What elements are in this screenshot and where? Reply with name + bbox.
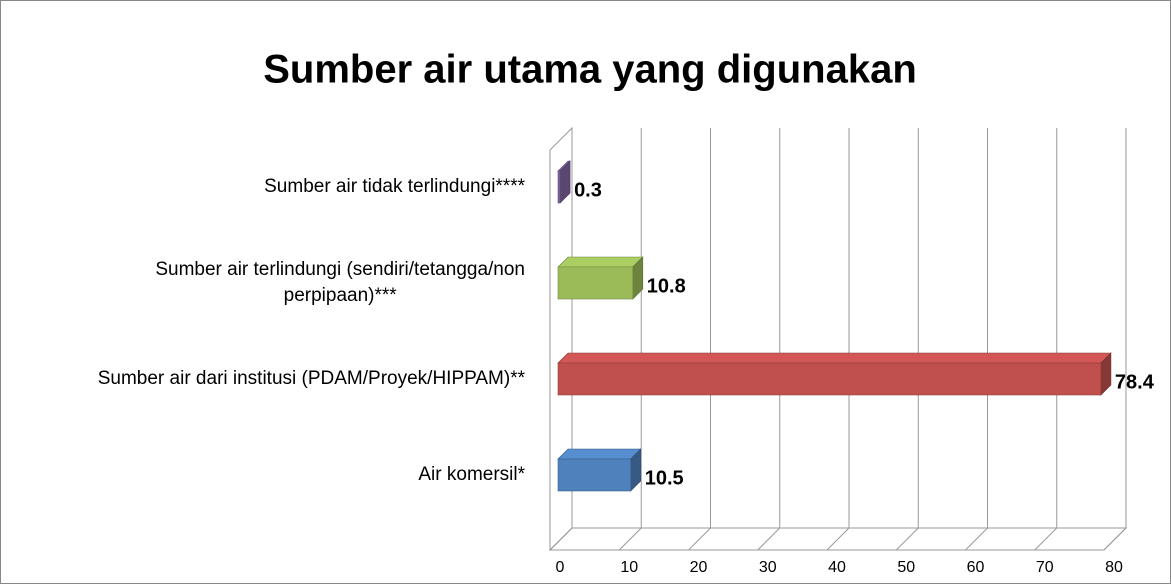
bar-top — [557, 256, 644, 268]
bar-front — [557, 170, 561, 204]
x-tick-label: 40 — [828, 559, 846, 576]
grid-line-floor — [895, 527, 919, 551]
x-tick-label: 60 — [967, 559, 985, 576]
bar-front — [557, 362, 1102, 396]
x-tick-label: 80 — [1105, 559, 1123, 576]
x-tick-label: 10 — [620, 559, 638, 576]
x-tick-label: 50 — [897, 559, 915, 576]
y-tick-label: Sumber air dari institusi (PDAM/Proyek/H… — [98, 368, 526, 389]
grid-line-floor — [1103, 527, 1127, 551]
bar-front — [557, 266, 634, 300]
bar-front — [557, 458, 632, 492]
grid-line-floor — [965, 527, 988, 551]
grid-line-floor — [1034, 527, 1058, 551]
grid-line-floor — [549, 527, 573, 551]
grid-line-floor — [826, 527, 850, 551]
x-tick-label: 70 — [1036, 559, 1054, 576]
bar — [557, 160, 571, 204]
value-label: 0.3 — [574, 179, 602, 201]
value-label: 10.8 — [647, 275, 686, 297]
grid-line-floor — [618, 527, 642, 551]
grid-line-floor — [688, 527, 711, 551]
grid-line-floor — [757, 527, 781, 551]
x-tick-label: 20 — [690, 559, 708, 576]
y-tick-label: Sumber air tidak terlindungi**** — [264, 176, 525, 197]
bar — [557, 352, 1112, 396]
y-tick-label: Sumber air terlindungi (sendiri/tetangga… — [155, 259, 525, 306]
y-tick-label: Air komersil* — [418, 464, 525, 485]
x-tick-label: 30 — [759, 559, 777, 576]
value-label: 10.5 — [645, 467, 684, 489]
bar-top — [557, 448, 642, 460]
bar-top — [557, 352, 1112, 364]
bar — [557, 448, 642, 492]
bar — [557, 256, 644, 300]
value-label: 78.4 — [1115, 371, 1155, 393]
x-tick-label: 0 — [556, 559, 565, 576]
chart-title: Sumber air utama yang digunakan — [263, 48, 917, 92]
